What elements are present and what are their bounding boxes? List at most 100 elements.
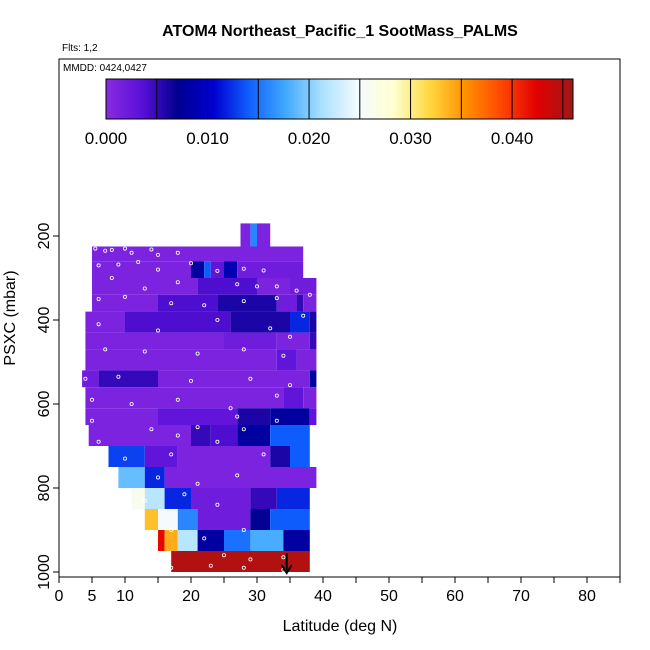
heatmap-cell bbox=[283, 530, 310, 551]
observation-point bbox=[281, 555, 286, 560]
heatmap-cell bbox=[92, 278, 198, 295]
heatmap-cell bbox=[224, 261, 238, 278]
observation-point bbox=[175, 397, 180, 402]
heatmap-cell bbox=[197, 509, 251, 530]
heatmap-cell bbox=[204, 261, 211, 278]
observation-point bbox=[241, 347, 246, 352]
heatmap-cell bbox=[85, 408, 158, 425]
heatmap-cell bbox=[82, 370, 99, 388]
heatmap-cell bbox=[191, 425, 211, 446]
heatmap-cell bbox=[290, 311, 310, 333]
observation-point bbox=[241, 299, 246, 304]
observation-point bbox=[235, 473, 240, 478]
heatmap-cell bbox=[118, 467, 145, 488]
observation-point bbox=[123, 294, 128, 299]
heatmap-cell bbox=[290, 446, 310, 467]
heatmap-cell bbox=[85, 332, 225, 350]
x-tick-label: 80 bbox=[578, 588, 596, 605]
observation-point bbox=[195, 425, 200, 430]
heatmap-cell bbox=[131, 488, 145, 509]
heatmap-cell bbox=[85, 387, 284, 409]
y-tick-label: 800 bbox=[36, 475, 53, 502]
heatmap-cell bbox=[197, 530, 224, 551]
x-tick-label: 60 bbox=[446, 588, 464, 605]
observation-point bbox=[83, 376, 88, 381]
observation-point bbox=[109, 275, 114, 280]
heatmap-cell bbox=[303, 294, 317, 312]
colorbar-tick-label: 0.040 bbox=[491, 129, 534, 148]
observation-point bbox=[175, 433, 180, 438]
observation-point bbox=[136, 260, 141, 265]
heatmap-cell bbox=[92, 294, 158, 312]
observation-point bbox=[241, 528, 246, 533]
observation-point bbox=[195, 351, 200, 356]
observation-point bbox=[274, 393, 279, 398]
observation-point bbox=[169, 452, 174, 457]
observation-point bbox=[241, 565, 246, 570]
heatmap-cell bbox=[144, 467, 165, 488]
heatmap-cell bbox=[237, 261, 304, 278]
arrow-head bbox=[280, 564, 293, 575]
observation-point bbox=[103, 347, 108, 352]
heatmap-cell bbox=[270, 425, 310, 446]
plot-frame bbox=[58, 58, 621, 578]
heatmap-cell bbox=[224, 332, 277, 350]
observation-point bbox=[155, 267, 160, 272]
heatmap-cell bbox=[144, 446, 178, 467]
observation-point bbox=[155, 252, 160, 257]
observation-point bbox=[241, 266, 246, 271]
observation-point bbox=[155, 328, 160, 333]
observation-point bbox=[202, 303, 207, 308]
observation-point bbox=[155, 475, 160, 480]
heatmap-cell bbox=[230, 311, 290, 333]
y-tick-label: 1000 bbox=[36, 554, 53, 590]
heatmap-cell bbox=[250, 530, 284, 551]
observation-point bbox=[142, 349, 147, 354]
observation-point bbox=[195, 481, 200, 486]
heatmap-cell bbox=[158, 530, 165, 551]
heatmap-cell bbox=[197, 278, 257, 295]
observation-point bbox=[241, 427, 246, 432]
heatmap-cell bbox=[210, 425, 238, 446]
heatmap-cell bbox=[108, 446, 145, 467]
heatmap-cell bbox=[270, 509, 310, 530]
dates-label: MMDD: 0424,0427 bbox=[63, 63, 147, 74]
heatmap-cell bbox=[177, 509, 198, 530]
observation-point bbox=[202, 536, 207, 541]
heatmap-cells bbox=[82, 223, 317, 572]
observation-point bbox=[294, 288, 299, 293]
y-tick-label: 400 bbox=[36, 307, 53, 334]
x-axis-label: Latitude (deg N) bbox=[283, 618, 398, 635]
observation-point bbox=[274, 418, 279, 423]
heatmap-cell bbox=[276, 294, 297, 312]
observation-point bbox=[307, 292, 312, 297]
observation-point bbox=[116, 374, 121, 379]
observation-point bbox=[149, 427, 154, 432]
observation-point bbox=[287, 334, 292, 339]
heatmap-cell bbox=[125, 311, 231, 333]
observation-point bbox=[142, 498, 147, 503]
x-tick-label: 70 bbox=[512, 588, 530, 605]
observation-point bbox=[90, 397, 95, 402]
observation-point bbox=[221, 553, 226, 558]
observation-point bbox=[109, 247, 114, 252]
heatmap-cell bbox=[191, 488, 251, 509]
colorbar-tick-label: 0.030 bbox=[389, 129, 432, 148]
observation-point bbox=[129, 250, 134, 255]
heatmap-cell bbox=[250, 509, 271, 530]
heatmap-cell bbox=[164, 467, 317, 488]
heatmap-cell bbox=[296, 294, 304, 312]
x-tick-label: 20 bbox=[182, 588, 200, 605]
observation-point bbox=[103, 248, 108, 253]
observation-point bbox=[254, 284, 259, 289]
heatmap-cell bbox=[257, 278, 290, 295]
heatmap-cell bbox=[250, 223, 257, 247]
observation-point bbox=[208, 563, 213, 568]
observation-point bbox=[129, 401, 134, 406]
y-tick-label: 600 bbox=[36, 391, 53, 418]
observation-point bbox=[169, 528, 174, 533]
observation-point bbox=[123, 456, 128, 461]
surface-arrow bbox=[280, 553, 293, 575]
heatmap-cell bbox=[309, 370, 317, 388]
